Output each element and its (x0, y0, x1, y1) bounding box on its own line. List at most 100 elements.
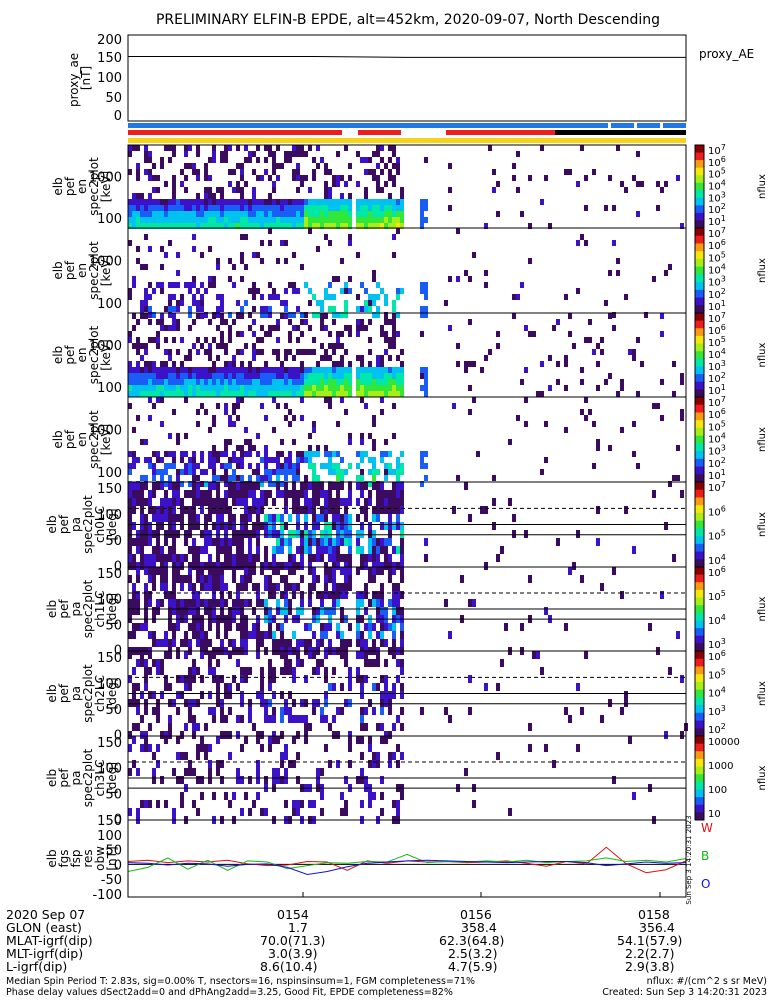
spectrogram-cell (212, 707, 216, 715)
spectrogram-cell (276, 211, 280, 217)
colorbar-tick-exponent: 2 (721, 371, 726, 380)
spectrogram-cell (328, 546, 332, 554)
spectrogram-cell (220, 639, 224, 647)
spectrogram-cell (192, 217, 196, 223)
spectrogram-cell (332, 554, 336, 562)
spectrogram-cell (344, 562, 348, 570)
spectrogram-cell (576, 530, 580, 538)
spectrogram-cell (204, 379, 208, 385)
spectrogram-cell (524, 397, 528, 403)
spectrogram-cell (252, 583, 256, 591)
panel-ytick: 150 (97, 651, 122, 666)
spectrogram-cell (152, 187, 156, 193)
spectrogram-cell (324, 490, 328, 498)
spectrogram-cell (180, 385, 184, 391)
spectrogram-cell (196, 169, 200, 175)
spectrogram-cell (228, 607, 232, 615)
spectrogram-cell (632, 349, 636, 355)
spectrogram-cell (236, 731, 240, 739)
spectrogram-cell (424, 538, 428, 546)
spectrogram-cell (304, 373, 308, 379)
spectrogram-cell (204, 538, 208, 546)
spectrogram-cell (252, 205, 256, 211)
spectrogram-cell (280, 367, 284, 373)
spectrogram-cell (272, 776, 276, 784)
spectrogram-cell (268, 312, 272, 318)
colorbar-tick: 106 (708, 155, 726, 169)
spectrogram-cell (228, 211, 232, 217)
spectrogram-cell (236, 415, 240, 421)
spectrogram-cell (356, 607, 360, 615)
spectrogram-cell (388, 319, 392, 325)
spectrogram-cell (468, 361, 472, 367)
spectrogram-cell (148, 554, 152, 562)
spectrogram-cell (228, 457, 232, 463)
spectrogram-cell (156, 707, 160, 715)
spectrogram-cell (392, 306, 396, 312)
spectrogram-cell (252, 391, 256, 397)
spectrogram-cell (292, 675, 296, 683)
spectrogram-cell (132, 631, 136, 639)
spectrogram-cell (240, 252, 244, 258)
colorbar-segment (695, 489, 704, 498)
spectrogram-cell (572, 562, 576, 570)
spectrogram-cell (196, 391, 200, 397)
spectrogram-cell (232, 403, 236, 409)
spectrogram-cell (296, 223, 300, 229)
spectrogram-cell (292, 252, 296, 258)
spectrogram-cell (304, 538, 308, 546)
panel-ytick: 1000 (89, 339, 122, 354)
spectrogram-cell (216, 264, 220, 270)
spectrogram-cell (172, 554, 176, 562)
spectrogram-cell (340, 522, 344, 530)
spectrogram-cell (308, 385, 312, 391)
spectrogram-cell (284, 385, 288, 391)
spectrogram-cell (308, 506, 312, 514)
spectrogram-cell (264, 575, 268, 583)
spectrogram-cell (184, 282, 188, 288)
spectrogram-cell (328, 343, 332, 349)
spectrogram-cell (168, 554, 172, 562)
spectrogram-cell (192, 731, 196, 739)
spectrogram-cell (280, 379, 284, 385)
spectrogram-cell (300, 349, 304, 355)
spectrogram-cell (212, 482, 216, 490)
spectrogram-cell (312, 312, 316, 318)
spectrogram-cell (252, 187, 256, 193)
spectrogram-cell (296, 800, 300, 808)
spectrogram-cell (152, 776, 156, 784)
spectrogram-cell (492, 187, 496, 193)
colorbar-segment (695, 266, 704, 275)
spectrogram-cell (184, 451, 188, 457)
spectrogram-cell (256, 367, 260, 373)
colorbar-segment (695, 505, 704, 514)
colorbar-tick-base: 10 (708, 193, 721, 204)
spectrogram-cell (128, 514, 132, 522)
spectrogram-cell (396, 475, 400, 481)
spectrogram-cell (528, 258, 532, 264)
spectrogram-cell (396, 294, 400, 300)
spectrogram-cell (272, 151, 276, 157)
spectrogram-cell (392, 373, 396, 379)
spectrogram-cell (236, 349, 240, 355)
spectrogram-cell (208, 623, 212, 631)
spectrogram-cell (132, 282, 136, 288)
spectrogram-cell (284, 475, 288, 481)
spectrogram-cell (348, 373, 352, 379)
spectrogram-cell (260, 337, 264, 343)
spectrogram-cell (388, 514, 392, 522)
spectrogram-cell (168, 723, 172, 731)
spectrogram-cell (292, 175, 296, 181)
spectrogram-cell (288, 367, 292, 373)
spectrogram-cell (160, 562, 164, 570)
spectrogram-cell (356, 530, 360, 538)
colorbar-label: nflux (757, 258, 768, 283)
spectrogram-cell (136, 530, 140, 538)
spectrogram-cell (392, 211, 396, 217)
panel-ylabel-line: spec2plot (87, 410, 101, 469)
spectrogram-cell (272, 715, 276, 723)
spectrogram-cell (348, 175, 352, 181)
spectrogram-cell (288, 457, 292, 463)
spectrogram-cell (336, 312, 340, 318)
spectrogram-cell (140, 554, 144, 562)
